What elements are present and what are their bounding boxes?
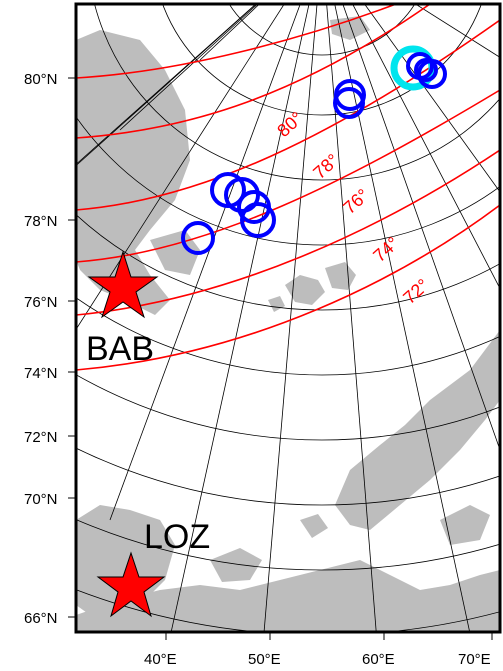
meridian-line [76, 4, 285, 331]
event-circle [181, 221, 215, 255]
station-label-loz: LOZ [144, 518, 210, 556]
kanin-peninsula [210, 548, 262, 582]
kolguev-island [300, 514, 328, 538]
lon-tick-marks [165, 632, 493, 640]
meridian-line [342, 4, 500, 452]
parallel-circle [76, 518, 500, 571]
contour-label: 74° [369, 233, 403, 266]
lon-label: 40°E [144, 651, 177, 668]
meridian-line [352, 4, 500, 290]
meridian-line [76, 4, 257, 165]
meridian-line [263, 4, 318, 632]
parallel-circle [76, 374, 500, 441]
lat-label: 70°N [24, 491, 58, 508]
meridian-line [364, 4, 500, 193]
lat-label: 80°N [24, 71, 58, 88]
vaygach-island [440, 505, 490, 545]
contour-80 [76, 4, 397, 79]
franz-josef-land [285, 275, 325, 305]
event-circle [240, 202, 276, 238]
parallel-circle [162, 4, 482, 116]
contour-label: 78° [309, 150, 343, 183]
kola-peninsula [76, 505, 175, 620]
lon-label: 70°E [458, 651, 491, 668]
station-star-icon [96, 551, 166, 618]
lon-label: 50°E [248, 651, 281, 668]
longitude-labels: 40°E 50°E 60°E 70°E [144, 651, 491, 668]
stations: BAB LOZ [86, 250, 210, 618]
lon-label: 60°E [362, 651, 395, 668]
event-circle [333, 87, 365, 119]
parallel-circle [94, 4, 500, 181]
meridian-line [109, 4, 301, 521]
station-label-bab: BAB [86, 330, 154, 368]
lat-label: 78°N [24, 213, 58, 230]
novaya-zemlya [335, 330, 500, 530]
station-star-icon [87, 250, 159, 319]
event-circle [414, 58, 438, 82]
contour-label: 72° [399, 275, 433, 308]
franz-josef-islands [325, 262, 356, 290]
contour-78 [76, 4, 431, 139]
map-frame [74, 2, 502, 634]
latitude-labels: 80°N 78°N 76°N 74°N 72°N 70°N 66°N [24, 71, 58, 627]
event-markers [181, 45, 447, 255]
event-circle [224, 177, 260, 213]
kvitoya-island [330, 16, 370, 40]
franz-josef-islet [268, 296, 285, 312]
parallel-circle [228, 4, 416, 56]
contour-label: 76° [339, 185, 373, 218]
meridian-line [119, 4, 259, 131]
lat-label: 74°N [24, 365, 58, 382]
meridian-line [199, 4, 260, 61]
meridian-line [326, 4, 377, 632]
meridian-line [414, 4, 500, 58]
meridian-line [170, 4, 310, 632]
land-layer [76, 16, 500, 632]
lat-label: 76°N [24, 294, 58, 311]
lat-label: 66°N [24, 610, 58, 627]
contour-label: 80° [273, 108, 307, 141]
mainland-russia [76, 560, 500, 632]
svalbard-land [76, 30, 190, 315]
contour-70 [76, 204, 500, 371]
lat-tick-marks [68, 77, 76, 618]
parallel-circle [76, 115, 500, 246]
contour-74 [76, 89, 500, 263]
lat-label: 72°N [24, 429, 58, 446]
parallel-circle [76, 447, 500, 506]
parallel-circle [76, 297, 500, 376]
meridian-line [334, 4, 471, 632]
parallel-circle [76, 213, 500, 311]
